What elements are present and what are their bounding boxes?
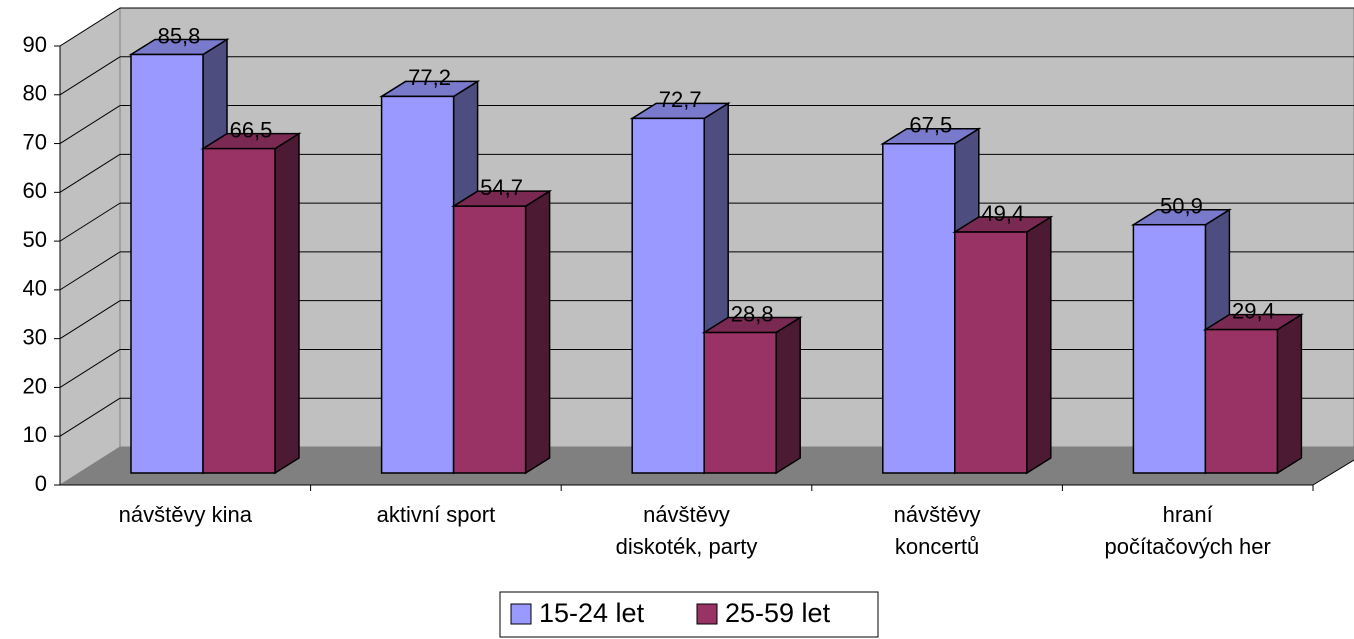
x-tick-label: koncertů (895, 534, 979, 559)
bar (202, 147, 276, 474)
x-axis-depth (1312, 459, 1354, 486)
x-tick-label: návštěvy (894, 502, 981, 527)
grid-line (59, 56, 121, 96)
data-label: 77,2 (408, 65, 451, 90)
x-tick-label: diskoték, party (616, 534, 758, 559)
grid-line (59, 251, 121, 291)
legend-swatch (696, 603, 718, 625)
y-tick-label: 80 (23, 81, 47, 106)
grid-line (59, 397, 121, 437)
legend-label: 15-24 let (539, 598, 645, 628)
grid-line (59, 349, 121, 388)
grid-line (59, 153, 121, 193)
grid-line (59, 105, 121, 144)
side-wall (59, 7, 121, 486)
bar (954, 231, 1028, 474)
data-label: 66,5 (230, 117, 273, 142)
bar (882, 143, 956, 474)
bar-side (274, 132, 300, 475)
data-label: 85,8 (158, 23, 201, 48)
y-tick-label: 10 (23, 422, 47, 447)
bar (380, 95, 455, 474)
grid-line (59, 300, 121, 340)
x-tick-label: hraní (1163, 502, 1213, 527)
x-tick-label: počítačových her (1105, 534, 1271, 559)
x-tick-label: návštěvy (643, 502, 730, 527)
bar-side (524, 189, 551, 475)
data-label: 28,8 (731, 301, 774, 326)
x-tick-label: návštěvy kina (119, 502, 253, 527)
y-tick-label: 50 (23, 227, 47, 252)
bar-side (1026, 215, 1052, 475)
y-tick-label: 0 (35, 471, 47, 496)
y-tick-label: 40 (23, 276, 47, 301)
bar (631, 117, 705, 474)
x-tick-label: aktivní sport (377, 502, 496, 527)
bar (130, 53, 204, 474)
grid-line (59, 7, 121, 47)
data-label: 49,4 (981, 201, 1024, 226)
y-tick-label: 60 (23, 178, 47, 203)
legend (499, 591, 879, 638)
bar (452, 205, 527, 474)
y-tick-label: 20 (23, 373, 47, 398)
legend-label: 25-59 let (725, 598, 831, 628)
bar (1204, 328, 1279, 474)
grid-line (59, 202, 121, 242)
y-tick-label: 90 (23, 32, 47, 57)
data-label: 54,7 (480, 175, 523, 200)
bar (1132, 223, 1207, 474)
legend-swatch (510, 603, 532, 625)
data-label: 72,7 (659, 87, 702, 112)
bar (703, 331, 777, 474)
data-label: 29,4 (1232, 298, 1275, 323)
y-tick-label: 70 (23, 129, 47, 154)
data-label: 50,9 (1160, 194, 1203, 219)
bar-side (775, 316, 801, 475)
y-tick-label: 30 (23, 324, 47, 349)
bar-side (1276, 313, 1303, 475)
data-label: 67,5 (909, 113, 952, 138)
